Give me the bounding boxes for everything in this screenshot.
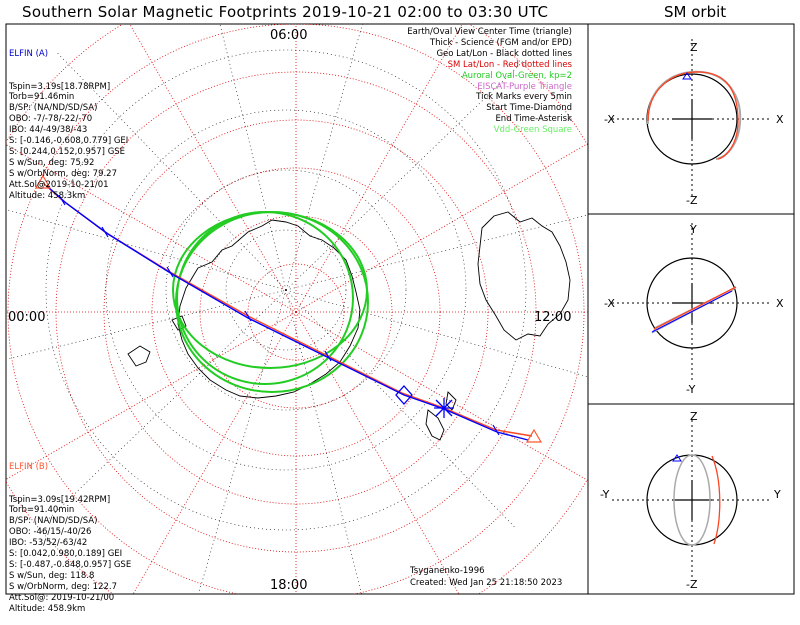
sm-longitude-line (132, 311, 297, 594)
orbit-frame (587, 23, 795, 595)
elfin-a-info-line: Tspin=3.19s[18.78RPM] (9, 81, 111, 92)
end-time-asterisk (434, 398, 454, 418)
auroral-oval-mid (176, 211, 354, 385)
elfin-a-info: ELFIN (A) Tspin=3.19s[18.78RPM] Torb=91.4… (9, 27, 128, 212)
time-label-top: 06:00 (270, 28, 307, 43)
legend-entry: Tick Marks every 5min (476, 92, 572, 103)
antarctica-coastline (177, 219, 361, 399)
elfin-b-info: ELFIN (B) Tspin=3.09s[19.42RPM] Torb=91.4… (9, 440, 131, 625)
orbit-panel-xy: Y -Y -X X (604, 223, 784, 396)
orbit-panels: Z -Z -X X Y -Y -X X (600, 39, 784, 591)
elfin-b-info-line: Torb=91.40min (9, 505, 75, 516)
time-label-bottom: 18:00 (270, 578, 307, 593)
orbit1-bottom-label: -Z (686, 194, 698, 207)
polar-map (6, 24, 588, 594)
track-tick (244, 310, 252, 322)
elfin-b-info-line: Att.Sol@: 2019-10-21/00 (9, 592, 115, 603)
five-minute-ticks (58, 194, 500, 436)
legend-entry: Thick - Science (FGM and/or EPD) (429, 37, 572, 48)
geo-grid-lines (6, 24, 588, 594)
elfin-a-info-line: Att.Sol@2019-10-21/01 (9, 179, 109, 190)
geo-longitude-line (285, 24, 363, 291)
track-tick (58, 194, 66, 206)
elfin-b-info-line: Altitude: 458.9km (9, 603, 86, 614)
start-time-diamond (395, 385, 413, 405)
view-center-triangle-b (34, 174, 52, 189)
orbit3-bottom-label: -Z (686, 578, 698, 591)
time-label-left: 00:00 (8, 310, 45, 325)
new-zealand-coastline (425, 391, 457, 441)
elfin-a-info-line: B/SP: (NA/ND/SD/SA) (9, 103, 98, 114)
orbit2-left-label: -X (604, 297, 615, 310)
legend-entry: Start Time-Diamond (486, 103, 572, 114)
track-tick (492, 424, 500, 436)
elfin-b-info-line: S: [0.042,0.980,0.189] GEI (9, 549, 123, 560)
elfin-a-info-line: S w/Sun, deg: 75.92 (9, 157, 95, 168)
geo-longitude-line (219, 24, 287, 291)
created-timestamp: Created: Wed Jan 25 21:18:50 2023 (410, 578, 563, 588)
orbit2-top-label: Y (689, 223, 697, 236)
geo-latitude-circle (165, 169, 407, 411)
orbit3-right-label: Y (773, 488, 781, 501)
legend-entry: EISCAT-Purple Triangle (477, 81, 572, 92)
australia-coastline (477, 211, 571, 341)
legend-entry: Vdd-Green Square (493, 125, 572, 136)
orbit3-left-label: -Y (600, 488, 610, 501)
geo-longitude-line (6, 209, 287, 291)
view-center-triangle-end (525, 428, 543, 443)
orbit1-top-label: Z (690, 41, 698, 54)
orbit-panel-yz: Z -Z -Y Y (600, 410, 781, 591)
elfin-b-name: ELFIN (B) (9, 461, 49, 472)
elfin-b-info-line: S w/Sun, deg: 118.8 (9, 570, 95, 581)
orbit2-bottom-label: -Y (686, 383, 696, 396)
legend-entry: End Time-Asterisk (495, 114, 572, 125)
orbit3-top-label: Z (690, 410, 698, 423)
orbit-title: SM orbit (664, 3, 727, 21)
legend-entry: Auroral Oval-Green, kp=2 (461, 70, 572, 81)
elfin-a-info-line: S: [0.244,0.152,0.957] GSE (9, 146, 126, 157)
orbit-panel-xz: Z -Z -X X (604, 39, 784, 207)
elfin-b-info-line: Tspin=3.09s[19.42RPM] (9, 494, 111, 505)
elfin-a-info-line: S: [-0.146,-0.608,0.779] GEI (9, 136, 129, 147)
sm-longitude-line (295, 142, 588, 313)
auroral-oval-outer (175, 211, 369, 393)
geo-longitude-line (56, 52, 287, 291)
orbit1-right-label: X (776, 113, 784, 126)
elfin-a-track (46, 185, 529, 441)
elfin-a-info-line: S w/OrbNorm, deg: 79.27 (9, 168, 118, 179)
track-tick (101, 226, 109, 238)
geo-latitude-circle (225, 229, 347, 351)
geo-longitude-line (285, 214, 588, 291)
elfin-a-info-line: Altitude: 458.3km (9, 190, 86, 201)
legend-entry: Geo Lat/Lon - Black dotted lines (436, 48, 572, 59)
geo-latitude-circle (45, 49, 527, 531)
orbit1-left-label: -X (604, 113, 615, 126)
track-tick (324, 350, 332, 362)
sm-longitude-line (129, 24, 297, 313)
elfin-b-info-line: S w/OrbNorm, deg: 122.7 (9, 581, 118, 592)
figure-canvas: 06:00 00:00 12:00 18:00 Z -Z -X X (5, 23, 795, 595)
time-label-right: 12:00 (534, 310, 571, 325)
legend-entry: SM Lat/Lon - Red dotted lines (447, 59, 572, 70)
elfin-b-track (42, 182, 533, 437)
elfin-b-info-line: IBO: -53/52/-63/42 (9, 538, 88, 549)
geo-longitude-line (198, 289, 287, 594)
legend-entry: Earth/Oval View Center Time (triangle) (407, 27, 572, 37)
track-tick (166, 266, 174, 278)
geo-longitude-line (48, 289, 287, 520)
elfin-a-info-line: Torb=91.46min (9, 92, 75, 103)
elfin-b-info-line: B/SP: (NA/ND/SD/SA) (9, 516, 98, 527)
plot-title: Southern Solar Magnetic Footprints 2019-… (22, 3, 549, 21)
orbit2-right-label: X (776, 297, 784, 310)
elfin-a-info-line: OBO: -7/-78/-22/-70 (9, 114, 93, 125)
elfin-b-info-line: S: [-0.487,-0.848,0.957] GSE (9, 559, 132, 570)
legend: Earth/Oval View Center Time (triangle) Th… (407, 27, 572, 136)
geo-latitude-circle (105, 109, 467, 471)
elfin-b-info-line: OBO: -46/15/-40/26 (9, 527, 92, 538)
model-credit: Tsyganenko-1996 (410, 566, 485, 576)
elfin-a-name: ELFIN (A) (9, 48, 49, 59)
geo-longitude-line (6, 289, 287, 360)
elfin-a-info-line: IBO: 44/-49/38/-43 (9, 125, 88, 136)
geo-longitude-line (285, 289, 362, 594)
